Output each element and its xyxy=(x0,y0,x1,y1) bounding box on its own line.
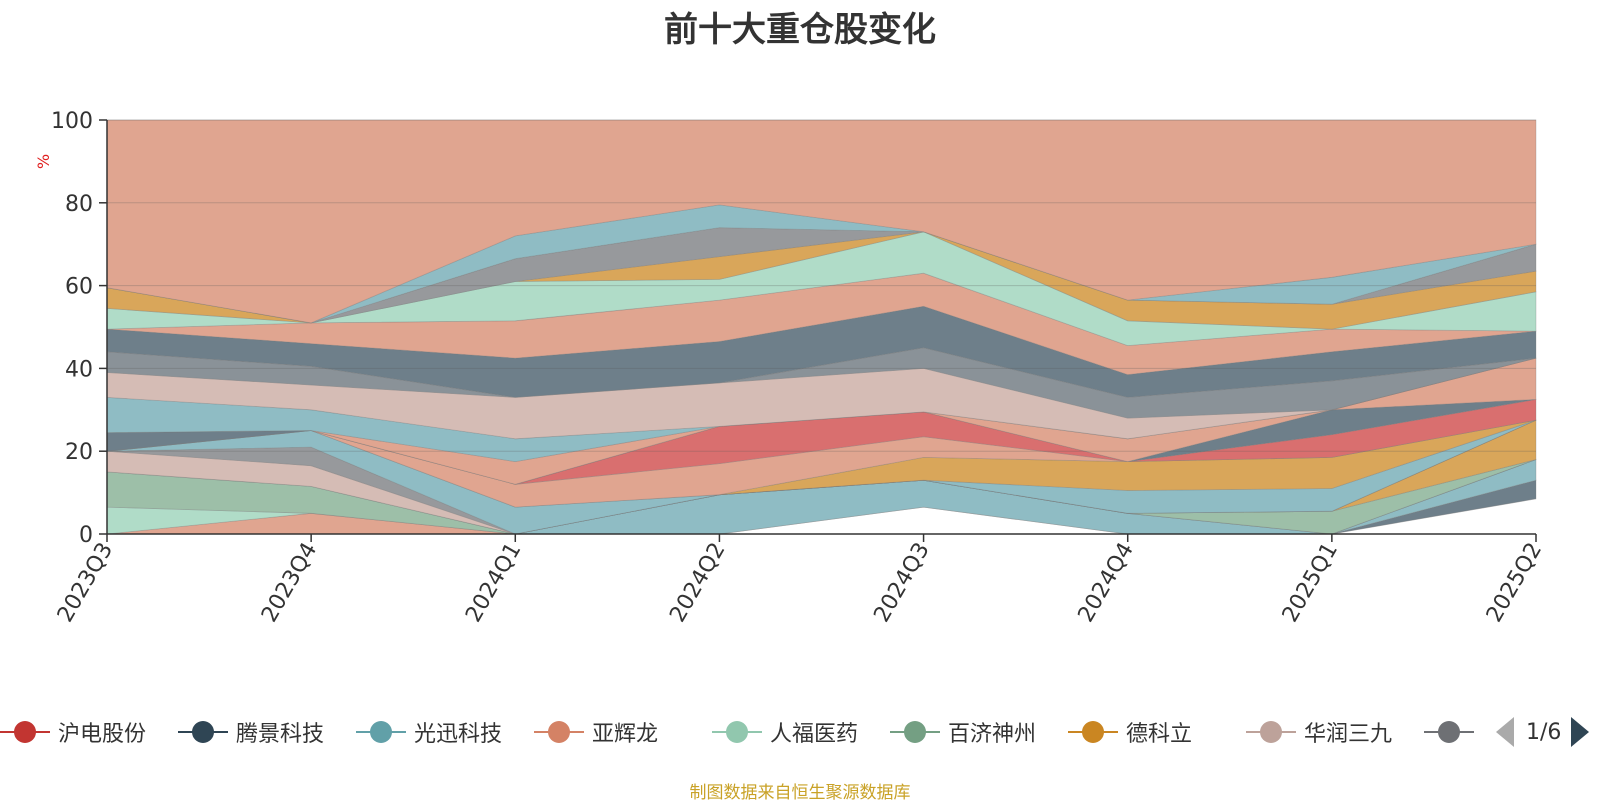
legend: 沪电股份 腾景科技 光迅科技 亚辉龙 人福医药 百济神州 德科立 华润三九 智翔金泰 xyxy=(0,712,1480,752)
legend-marker-icon xyxy=(1246,717,1296,747)
legend-label: 人福医药 xyxy=(770,722,859,747)
x-tick-label: 2025Q1 xyxy=(1278,539,1343,627)
legend-marker-icon xyxy=(1068,717,1118,747)
y-tick-label: 20 xyxy=(65,440,93,465)
legend-label: 沪电股份 xyxy=(58,722,147,747)
y-tick-label: 40 xyxy=(65,357,93,382)
stacked-area-chart: 0 20 40 60 80 100 2023Q3 2023Q4 2024Q1 2024Q2 2024… xyxy=(51,109,1547,627)
x-tick-label: 2024Q2 xyxy=(665,539,730,627)
legend-marker-icon xyxy=(712,717,762,747)
x-tick-label: 2025Q2 xyxy=(1482,539,1547,627)
y-tick-label: 0 xyxy=(79,523,93,548)
area-band-20 xyxy=(106,231,1537,347)
legend-marker-icon xyxy=(178,717,228,747)
legend-item[interactable]: 华润三九 xyxy=(1246,712,1392,752)
legend-pager: 1/6 xyxy=(1496,712,1590,752)
x-tick-label: 2024Q3 xyxy=(869,539,934,627)
legend-item[interactable]: 德科立 xyxy=(1068,712,1192,752)
data-source-note: 制图数据来自恒生聚源数据库 xyxy=(689,783,911,803)
y-tick-label: 80 xyxy=(65,192,93,217)
legend-item[interactable]: 沪电股份 xyxy=(0,712,146,752)
y-tick-label: 60 xyxy=(65,275,93,300)
legend-label: 德科立 xyxy=(1126,722,1193,747)
legend-label: 腾景科技 xyxy=(236,722,325,747)
legend-item[interactable]: 光迅科技 xyxy=(356,712,502,752)
legend-label: 光迅科技 xyxy=(414,722,503,747)
legend-next-page-icon[interactable] xyxy=(1571,717,1590,747)
legend-marker-icon xyxy=(534,717,584,747)
area-bands xyxy=(106,119,1537,535)
legend-label: 百济神州 xyxy=(948,722,1037,747)
legend-item[interactable]: 腾景科技 xyxy=(178,712,324,752)
legend-marker-icon xyxy=(890,717,940,747)
legend-prev-page-icon[interactable] xyxy=(1496,717,1514,747)
legend-item[interactable]: 亚辉龙 xyxy=(534,712,658,752)
legend-marker-icon xyxy=(356,717,406,747)
x-tick-label: 2024Q4 xyxy=(1074,539,1139,627)
legend-marker-icon xyxy=(0,717,50,747)
legend-marker-icon xyxy=(1424,717,1474,747)
grid-lines xyxy=(107,119,1536,452)
legend-item[interactable]: 百济神州 xyxy=(890,712,1036,752)
x-tick-label: 2023Q4 xyxy=(257,539,322,627)
legend-item[interactable]: 智翔金泰 xyxy=(1424,712,1480,752)
x-tick-label: 2024Q1 xyxy=(461,539,526,627)
area-band-24 xyxy=(106,119,1537,324)
legend-label: 华润三九 xyxy=(1304,722,1393,747)
legend-item[interactable]: 人福医药 xyxy=(712,712,858,752)
y-tick-label: 100 xyxy=(51,109,93,134)
legend-label: 亚辉龙 xyxy=(592,722,659,747)
legend-page-indicator: 1/6 xyxy=(1526,719,1562,745)
x-tick-label: 2023Q3 xyxy=(53,539,118,627)
chart-title: 前十大重仓股变化 xyxy=(664,10,936,50)
